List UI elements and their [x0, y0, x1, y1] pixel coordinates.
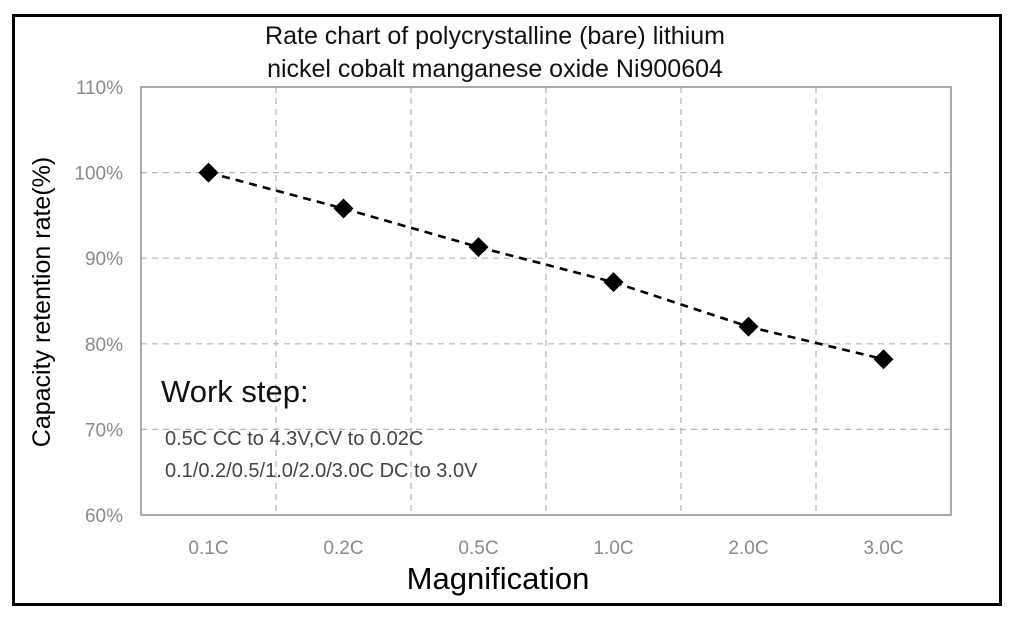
x-tick-labels: 0.1C 0.2C 0.5C 1.0C 2.0C 3.0C: [188, 538, 903, 559]
x-axis-label: Magnification: [407, 561, 590, 596]
y-tick-label: 110%: [76, 78, 123, 99]
x-tick-label: 2.0C: [728, 538, 768, 559]
series-line: [208, 171, 884, 361]
y-tick-label: 100%: [74, 164, 123, 185]
x-tick-label: 1.0C: [593, 538, 633, 559]
data-point: [873, 349, 894, 370]
data-point: [738, 316, 759, 337]
series-group: [198, 162, 894, 370]
grid-lines: [141, 87, 951, 515]
x-tick-label: 0.1C: [188, 538, 228, 559]
data-point: [468, 237, 489, 258]
chart-frame: [12, 14, 1002, 606]
x-tick-label: 0.5C: [458, 538, 498, 559]
chart-title-line-1: Rate chart of polycrystalline (bare) lit…: [265, 22, 725, 50]
y-axis-label: Capacity retention rate(%): [28, 157, 56, 447]
data-point: [603, 272, 624, 293]
annotation-heading: Work step:: [161, 374, 309, 409]
y-tick-label: 80%: [85, 335, 123, 356]
y-tick-label: 60%: [85, 506, 123, 527]
y-tick-label: 70%: [85, 420, 123, 441]
annotation-line-2: 0.1/0.2/0.5/1.0/2.0/3.0C DC to 3.0V: [165, 460, 478, 482]
annotation-line-1: 0.5C CC to 4.3V,CV to 0.02C: [165, 428, 423, 450]
y-tick-labels: 60% 70% 80% 90% 100% 110%: [74, 78, 123, 527]
y-tick-label: 90%: [85, 249, 123, 270]
x-tick-label: 3.0C: [863, 538, 903, 559]
data-point: [198, 162, 219, 183]
data-point: [333, 198, 354, 219]
x-tick-label: 0.2C: [323, 538, 363, 559]
chart-title-line-2: nickel cobalt manganese oxide Ni900604: [267, 55, 723, 83]
plot-area: [140, 86, 952, 516]
